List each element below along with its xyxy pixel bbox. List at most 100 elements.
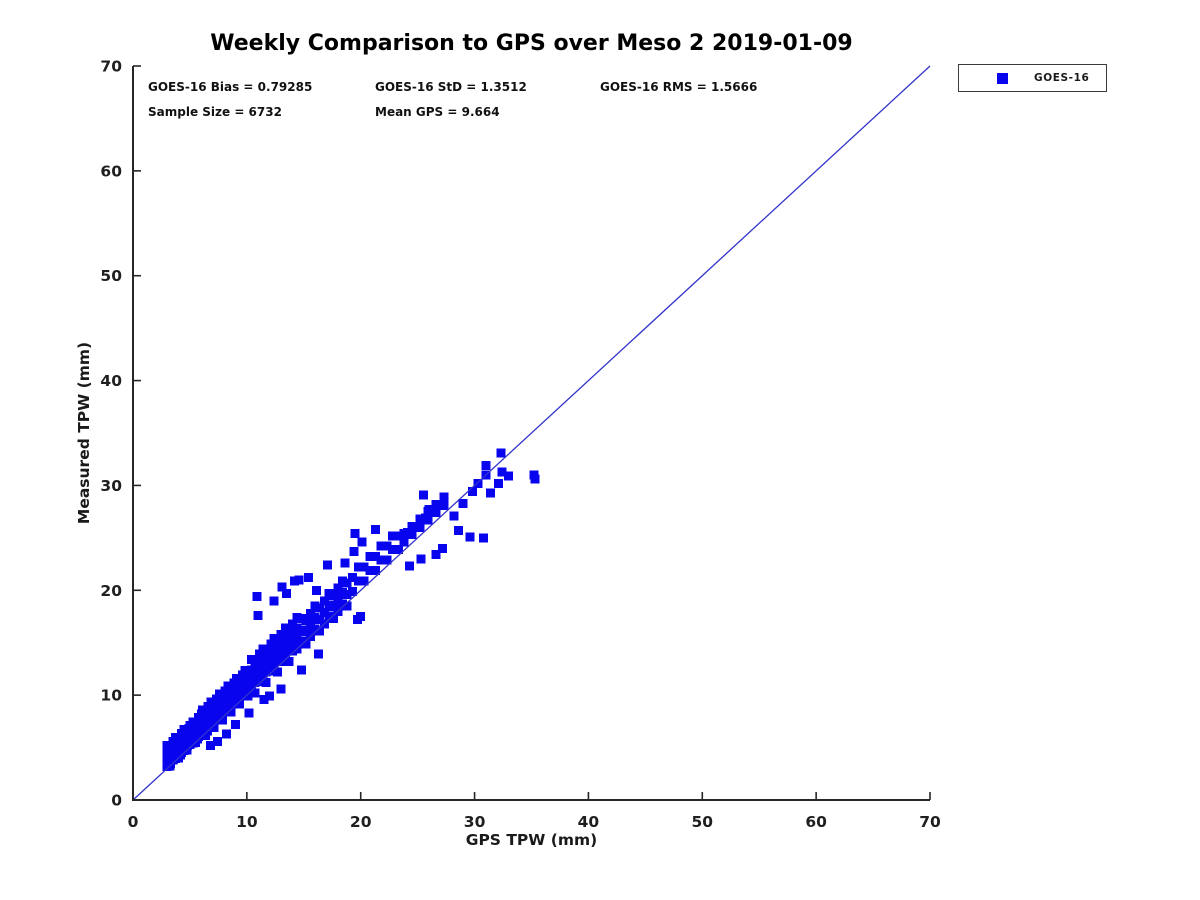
data-point [390,531,400,541]
data-point [277,582,287,592]
y-tick-label: 20 [100,582,122,600]
data-point [261,678,271,688]
data-point [439,492,449,502]
scatter-points [162,448,540,771]
legend-box: GOES-16 [958,64,1107,92]
data-point [465,532,475,542]
data-point [431,499,441,509]
data-point [253,611,263,620]
data-point [265,691,275,701]
data-point [212,736,222,746]
data-point [261,667,271,677]
data-point [261,657,271,667]
y-tick-label: 0 [111,792,122,810]
data-point [276,650,286,660]
data-point [416,554,426,564]
stat-rms: GOES-16 RMS = 1.5666 [600,80,758,94]
data-point [250,688,260,698]
data-point [266,660,276,670]
data-point [282,588,292,598]
data-point [376,541,386,551]
x-tick-label: 20 [350,813,372,831]
data-point [328,614,338,624]
x-tick-label: 0 [128,813,139,831]
x-tick-label: 60 [805,813,827,831]
y-tick-label: 10 [100,687,122,705]
y-axis-label: Measured TPW (mm) [75,341,93,525]
data-point [187,737,197,747]
data-point [494,478,503,488]
data-point [438,543,448,553]
x-tick-label: 50 [691,813,713,831]
y-tick-label: 70 [100,58,122,76]
data-point [402,528,412,538]
data-point [243,691,253,701]
data-point [348,573,358,583]
identity-line [132,65,931,801]
data-point [324,600,334,610]
data-point [338,587,347,597]
data-point [407,521,417,531]
data-point [439,500,449,510]
data-point [186,729,195,739]
data-point [250,657,260,667]
data-point [359,562,369,572]
data-point [221,729,231,739]
x-tick-label: 70 [919,813,941,831]
data-point [342,578,352,588]
data-point [235,699,244,709]
data-point [254,660,264,670]
data-point [287,629,297,639]
data-point [266,639,276,649]
data-point [168,754,178,764]
data-point [276,684,286,694]
data-point [415,522,425,532]
y-tick-label: 50 [100,267,122,285]
data-point [266,649,276,659]
data-point [301,639,311,649]
data-point [530,474,540,484]
x-axis-label: GPS TPW (mm) [465,831,598,849]
y-tick-label: 60 [100,162,122,180]
data-point [486,488,495,498]
data-point [297,614,306,624]
stat-mean-gps: Mean GPS = 9.664 [375,105,500,119]
data-point [294,575,304,585]
data-point [421,513,431,523]
data-point [454,526,464,535]
data-point [371,565,380,575]
data-point [276,640,286,650]
data-point [324,588,334,598]
data-point [303,573,313,583]
data-point [306,620,316,630]
data-point [269,596,279,606]
data-point [315,603,325,613]
data-point [348,586,358,596]
data-point [405,561,415,571]
x-tick-label: 30 [464,813,486,831]
data-point [371,525,380,534]
chart-title: Weekly Comparison to GPS over Meso 2 201… [210,31,853,56]
data-point [175,750,185,760]
data-point [350,529,360,539]
data-point [244,708,254,718]
data-point [365,552,375,562]
data-point [349,547,359,556]
data-point [311,585,321,595]
data-point [479,533,489,543]
data-point [284,657,294,667]
data-point [287,640,297,650]
stat-std: GOES-16 StD = 1.3512 [375,80,527,94]
data-point [473,478,483,488]
data-point [178,737,187,747]
data-point [297,625,306,635]
data-point [261,646,271,656]
data-point [217,715,227,725]
data-point [353,562,363,572]
stat-sample-size: Sample Size = 6732 [148,105,282,119]
data-point [231,720,240,729]
data-point [431,550,441,560]
data-point [342,590,352,599]
data-point [287,619,297,629]
